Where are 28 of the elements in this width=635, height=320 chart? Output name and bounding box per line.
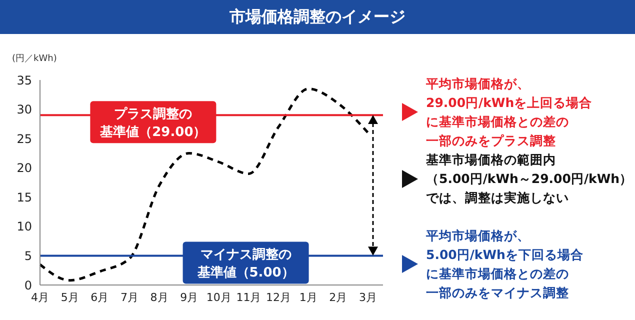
x-tick-label: 2月 xyxy=(329,290,348,304)
y-tick-label: 0 xyxy=(24,278,32,292)
y-tick-label: 25 xyxy=(16,132,32,146)
x-tick-label: 6月 xyxy=(90,290,109,304)
y-tick-label: 20 xyxy=(16,161,32,176)
x-tick-label: 1月 xyxy=(299,290,318,304)
y-tick-label: 5 xyxy=(24,248,32,263)
y-axis-title: (円／kWh) xyxy=(12,53,57,65)
text: 平均市場価格が、29.00円/kWhを上回る場合に基準市場価格との差の一部のみをプラス調整 xyxy=(426,75,592,150)
chart-title: 市場価格調整のイメージ xyxy=(0,0,635,34)
x-tick-label: 5月 xyxy=(60,290,79,304)
x-tick-label: 10月 xyxy=(206,290,232,304)
x-tick-label: 7月 xyxy=(120,290,138,304)
text: 平均市場価格が、5.00円/kWhを下回る場合に基準市場価格との差の一部のみをマイナス調整 xyxy=(426,227,584,302)
y-tick-label: 10 xyxy=(16,220,32,234)
ref-line-label: プラス調整の基準値（29.00） xyxy=(99,106,206,140)
x-tick-label: 12月 xyxy=(266,290,292,304)
x-tick-label: 4月 xyxy=(31,290,49,304)
ref-line-label: マイナス調整の基準値（5.00） xyxy=(196,246,294,281)
text: 基準市場価格の範囲内（5.00円/kWh～29.00円/kWh）では、調整は実施しない xyxy=(426,151,633,207)
x-tick-label: 3月 xyxy=(359,290,377,304)
x-tick-label: 11月 xyxy=(236,290,262,304)
x-tick-label: 8月 xyxy=(150,290,168,304)
y-tick-label: 35 xyxy=(16,73,32,88)
y-tick-label: 30 xyxy=(16,102,32,117)
x-tick-label: 9月 xyxy=(180,290,198,304)
line-series xyxy=(38,88,370,282)
y-tick-label: 15 xyxy=(16,190,32,204)
